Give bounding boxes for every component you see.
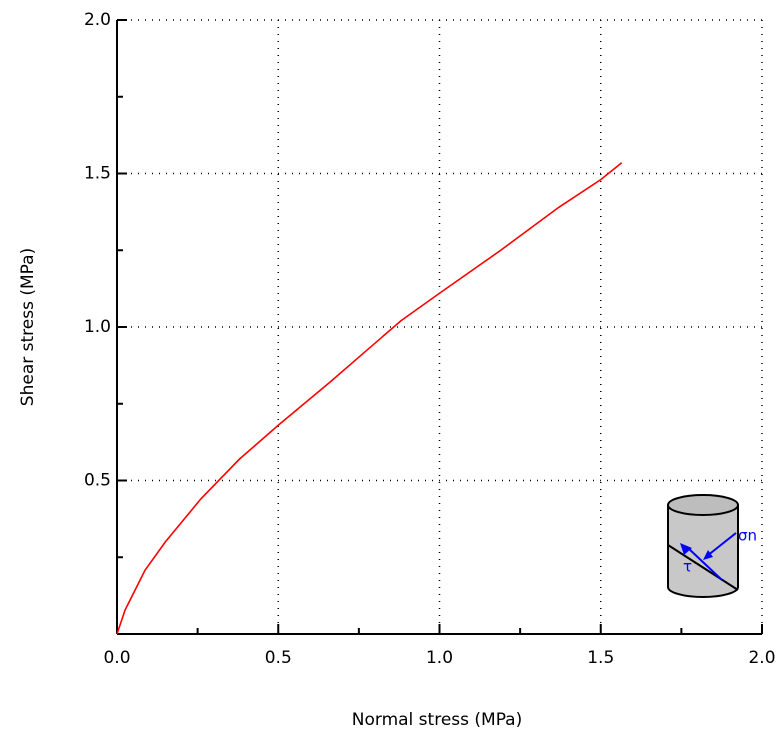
plane bbox=[667, 544, 739, 591]
normal-arrow bbox=[706, 532, 737, 557]
x-tick-label: 0.0 bbox=[103, 648, 130, 668]
x-tick-label: 2.0 bbox=[748, 648, 775, 668]
x-tick-label: 1.5 bbox=[587, 648, 614, 668]
icon-label: τ bbox=[683, 558, 692, 576]
data-line bbox=[116, 162, 623, 635]
cylinder-body bbox=[667, 505, 739, 598]
x-axis-label: Normal stress (MPa) bbox=[352, 710, 522, 730]
x-tick-label: 0.5 bbox=[265, 648, 292, 668]
shear-arrow bbox=[687, 547, 723, 581]
cylinder-icon: σn τ bbox=[667, 494, 757, 598]
icon-label: σn bbox=[738, 527, 757, 545]
y-tick-label: 1.5 bbox=[84, 164, 111, 184]
y-axis-label: Shear stress (MPa) bbox=[18, 248, 38, 406]
arrow-head bbox=[680, 543, 692, 555]
y-tick-label: 2.0 bbox=[84, 10, 111, 30]
y-tick-label: 0.5 bbox=[84, 471, 111, 491]
arrow-head bbox=[703, 550, 713, 560]
x-tick-label: 1.0 bbox=[426, 648, 453, 668]
cylinder-top bbox=[667, 494, 739, 516]
y-tick-label: 1.0 bbox=[84, 317, 111, 337]
